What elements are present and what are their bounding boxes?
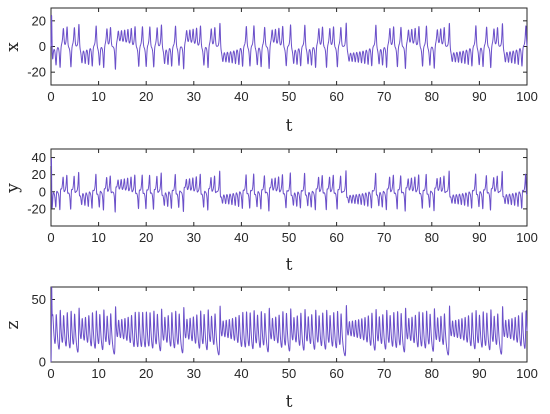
x-tick-label: 60 [329, 366, 343, 381]
x-tick-label: 90 [472, 230, 486, 245]
x-tick-label: 0 [47, 366, 54, 381]
x-tick-label: 20 [139, 366, 153, 381]
x-tick-label: 100 [516, 89, 538, 104]
x-tick-label: 0 [47, 89, 54, 104]
x-tick-label: 50 [282, 230, 296, 245]
x-tick-label: 30 [187, 89, 201, 104]
y-tick-label: 0 [39, 355, 46, 370]
x-trace [50, 14, 528, 70]
x-tick-label: 70 [377, 366, 391, 381]
x-tick-label: 50 [282, 89, 296, 104]
x-tick-label: 10 [91, 89, 105, 104]
x-tick-label: 90 [472, 366, 486, 381]
y-tick-label: -20 [27, 201, 46, 216]
y-tick-label: -20 [27, 65, 46, 80]
x-tick-label: 40 [234, 89, 248, 104]
y-tick-label: 0 [39, 39, 46, 54]
x-plot-area [50, 7, 528, 86]
x-tick-label: 80 [425, 89, 439, 104]
z-panel-tick-labels: 0 10 20 30 40 50 60 70 80 90 100 0 50 [32, 292, 538, 381]
x-tick-label: 30 [187, 366, 201, 381]
x-panel-ylabel: x [3, 42, 23, 52]
x-tick-label: 10 [91, 230, 105, 245]
y-trace [50, 157, 528, 213]
y-tick-label: 50 [32, 292, 46, 307]
y-tick-label: 20 [32, 13, 46, 28]
x-tick-label: 80 [425, 366, 439, 381]
y-panel-ticks [50, 149, 528, 226]
x-tick-label: 80 [425, 230, 439, 245]
x-panel-xlabel: t [286, 116, 293, 136]
x-panel-ticks [50, 8, 528, 85]
x-tick-label: 100 [516, 366, 538, 381]
z-panel: 0 10 20 30 40 50 60 70 80 90 100 0 50 t z [3, 286, 538, 412]
x-tick-label: 20 [139, 230, 153, 245]
x-tick-label: 40 [234, 230, 248, 245]
x-tick-label: 0 [47, 230, 54, 245]
y-tick-label: 0 [39, 184, 46, 199]
x-tick-label: 60 [329, 230, 343, 245]
x-tick-label: 40 [234, 366, 248, 381]
x-tick-label: 10 [91, 366, 105, 381]
z-panel-ticks [50, 287, 528, 363]
x-tick-label: 100 [516, 230, 538, 245]
x-tick-label: 30 [187, 230, 201, 245]
y-tick-label: 20 [32, 167, 46, 182]
x-tick-label: 70 [377, 89, 391, 104]
z-panel-xlabel: t [286, 392, 293, 412]
z-panel-ylabel: z [3, 320, 23, 329]
x-tick-label: 60 [329, 89, 343, 104]
y-tick-label: 40 [32, 150, 46, 165]
y-panel-ylabel: y [3, 183, 23, 194]
x-tick-label: 20 [139, 89, 153, 104]
z-trace [50, 286, 528, 363]
x-tick-label: 50 [282, 366, 296, 381]
y-panel-xlabel: t [286, 255, 293, 275]
x-tick-label: 70 [377, 230, 391, 245]
x-tick-label: 90 [472, 89, 486, 104]
